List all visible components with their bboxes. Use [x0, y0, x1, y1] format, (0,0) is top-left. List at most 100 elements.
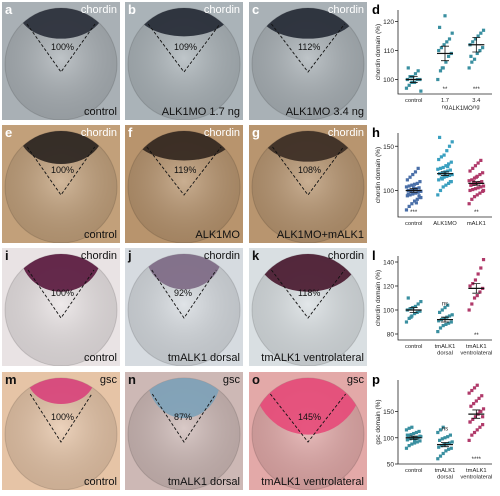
data-point	[474, 175, 478, 179]
data-point	[419, 195, 423, 200]
data-point	[468, 420, 472, 424]
chart-l: 80 100 120 140 chordin domain (%) control ns tm…	[372, 248, 496, 366]
data-point	[470, 60, 474, 64]
data-point	[411, 192, 415, 196]
axis-lines	[397, 256, 492, 341]
data-point	[438, 188, 443, 193]
embryo-panel-o: o gsc tmALK1 ventrolateral 145%	[249, 372, 367, 490]
data-point	[444, 60, 448, 64]
embryo-panel-a: a chordin control 100%	[2, 2, 120, 120]
data-point	[470, 433, 474, 437]
data-point	[438, 166, 443, 170]
chart-h: 100 150 chordin domain (%) *** control ALK1MO…	[372, 125, 496, 243]
data-point	[443, 436, 447, 440]
data-point	[438, 310, 442, 314]
sem-bar	[409, 307, 418, 313]
data-point	[480, 394, 484, 398]
y-tick-label: 100	[383, 77, 394, 84]
condition-label: tmALK1 dorsal	[167, 352, 240, 364]
sem-bar	[441, 45, 449, 62]
panel-letter: j	[128, 248, 132, 263]
embryo-image-k	[249, 248, 367, 366]
data-point	[468, 284, 472, 288]
data-point	[415, 197, 419, 201]
y-tick-label: 110	[384, 48, 395, 55]
data-point	[467, 391, 471, 395]
data-point	[408, 307, 412, 311]
data-point	[447, 181, 451, 185]
data-point	[404, 86, 409, 90]
data-point	[478, 290, 482, 294]
data-point	[473, 187, 478, 191]
data-point	[416, 190, 420, 194]
panel-letter: n	[128, 372, 136, 387]
panel-letter: e	[5, 125, 13, 140]
data-point	[407, 316, 411, 320]
data-point	[437, 157, 441, 162]
data-point	[445, 40, 449, 44]
data-point	[404, 208, 409, 212]
data-point	[438, 69, 443, 73]
data-point	[442, 175, 446, 179]
chart-letter: p	[372, 372, 380, 387]
data-point	[450, 313, 454, 317]
y-tick-label: 140	[383, 260, 394, 267]
data-point	[450, 172, 454, 177]
data-point	[416, 166, 420, 170]
embryo-image-n	[125, 372, 243, 490]
data-point	[467, 308, 471, 312]
significance-label: ns	[442, 302, 448, 308]
data-point	[469, 183, 473, 187]
data-point	[475, 294, 479, 298]
significance-label: **	[474, 210, 479, 216]
data-point	[438, 438, 442, 442]
data-point	[448, 168, 452, 172]
chart-letter: h	[372, 125, 380, 140]
y-axis-label: chordin domain (%)	[375, 270, 382, 326]
marker-label: chordin	[80, 127, 117, 139]
data-point	[476, 186, 480, 190]
y-tick-label: 120	[383, 284, 394, 291]
x-tick-label: mALK1	[467, 221, 486, 227]
data-point	[404, 185, 409, 189]
data-point	[409, 315, 413, 319]
data-point	[404, 428, 409, 432]
y-tick-label: 150	[383, 144, 394, 151]
data-point	[471, 166, 475, 170]
domain-percent: 100%	[51, 288, 75, 298]
data-point	[470, 197, 474, 201]
data-point	[415, 440, 419, 444]
data-point	[406, 296, 410, 300]
domain-percent: 108%	[298, 165, 322, 175]
sem-bar	[409, 435, 418, 440]
data-point	[409, 189, 413, 193]
embryo-panel-e: e chordin control 100%	[2, 125, 120, 243]
data-point	[476, 161, 480, 165]
embryo-panel-f: f chordin ALK1MO 119%	[125, 125, 243, 243]
data-point	[441, 451, 445, 456]
data-point	[449, 160, 453, 164]
y-tick-label: 100	[383, 188, 394, 195]
chart-letter: d	[372, 2, 380, 17]
data-point	[478, 425, 482, 429]
panel-letter: b	[128, 2, 136, 17]
data-point	[441, 324, 445, 328]
domain-percent: 87%	[174, 412, 193, 422]
data-point	[448, 433, 452, 437]
data-point	[418, 309, 422, 313]
data-point	[438, 428, 443, 432]
data-point	[407, 204, 411, 208]
data-point	[449, 446, 453, 450]
panel-letter: i	[5, 248, 9, 263]
embryo-panel-i: i chordin control 100%	[2, 248, 120, 366]
data-point	[440, 177, 444, 181]
data-point	[450, 140, 454, 144]
data-point	[408, 193, 412, 197]
data-point	[481, 415, 485, 419]
data-point	[442, 316, 446, 320]
embryo-image-e	[2, 125, 120, 243]
x-tick-label: tmALK1	[466, 468, 487, 474]
x-axis-label: ALK1MO	[448, 106, 473, 112]
